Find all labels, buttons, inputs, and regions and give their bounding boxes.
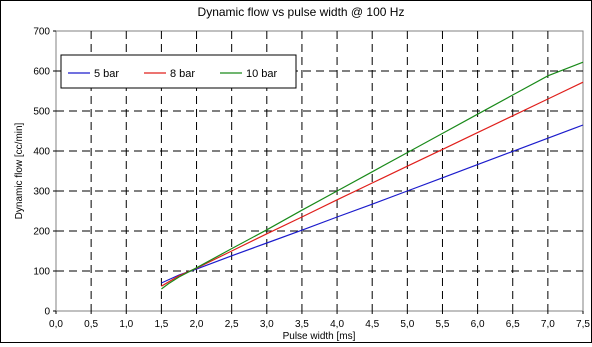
- y-tick-label: 500: [33, 107, 50, 118]
- x-tick-label: 2,5: [225, 319, 239, 330]
- x-tick-label: 7,5: [576, 319, 590, 330]
- x-tick-label: 2,0: [190, 319, 204, 330]
- y-tick-label: 0: [44, 307, 50, 318]
- x-tick-label: 5,0: [400, 319, 414, 330]
- chart-title: Dynamic flow vs pulse width @ 100 Hz: [198, 5, 405, 19]
- x-tick-label: 6,5: [506, 319, 520, 330]
- x-tick-label: 1,5: [154, 319, 168, 330]
- x-tick-label: 0,0: [49, 319, 63, 330]
- x-tick-label: 0,5: [84, 319, 98, 330]
- y-tick-label: 600: [33, 67, 50, 78]
- x-tick-label: 7,0: [541, 319, 555, 330]
- legend: 5 bar 8 bar 10 bar: [60, 54, 297, 89]
- legend-box: [60, 54, 297, 89]
- series-line-5-bar: [161, 124, 584, 284]
- y-tick-label: 700: [33, 27, 50, 38]
- series-line-10-bar: [161, 61, 584, 290]
- x-tick-label: 1,0: [119, 319, 133, 330]
- x-tick-label: 3,5: [295, 319, 309, 330]
- x-tick-label: 5,5: [436, 319, 450, 330]
- x-axis-label: Pulse width [ms]: [283, 331, 356, 342]
- x-tick-label: 4,5: [365, 319, 379, 330]
- legend-label-8-bar: 8 bar: [170, 68, 195, 80]
- legend-label-5-bar: 5 bar: [94, 68, 119, 80]
- x-tick-label: 6,0: [471, 319, 485, 330]
- y-tick-label: 300: [33, 187, 50, 198]
- y-tick-label: 400: [33, 147, 50, 158]
- series-line-8-bar: [161, 81, 584, 287]
- line-chart: Dynamic flow vs pulse width @ 100 Hz 0,0…: [14, 5, 590, 342]
- y-tick-label: 200: [33, 227, 50, 238]
- y-axis-label: Dynamic flow [cc/min]: [14, 122, 25, 219]
- axis-ticks: 0,0 0,5 1,0 1,5 2,0 2,5 3,0 3,5 4,0 4,5 5,0 5,5 6,0 6…: [33, 27, 590, 331]
- x-tick-label: 4,0: [330, 319, 344, 330]
- x-tick-label: 3,0: [260, 319, 274, 330]
- data-series: [161, 61, 584, 290]
- y-tick-label: 100: [33, 267, 50, 278]
- legend-label-10-bar: 10 bar: [246, 68, 278, 80]
